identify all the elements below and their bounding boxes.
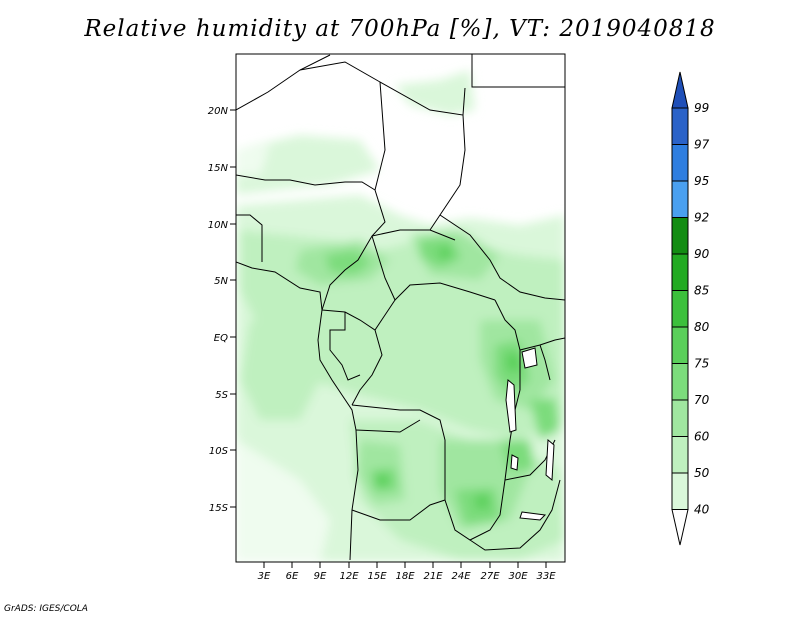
colorbar-segment bbox=[671, 436, 689, 474]
lat-label: 5S bbox=[215, 390, 228, 401]
lat-label: 10S bbox=[209, 446, 229, 457]
colorbar-label: 60 bbox=[694, 430, 710, 444]
lat-label: 10N bbox=[208, 220, 229, 231]
longitude-axis: 3E 6E 9E 12E 15E 18E 21E 24E 27E 30E 33E bbox=[258, 562, 556, 582]
lon-label: 6E bbox=[286, 571, 299, 582]
colorbar-segment bbox=[671, 180, 689, 218]
colorbar-label: 95 bbox=[694, 174, 709, 188]
colorbar-label: 70 bbox=[694, 393, 710, 407]
colorbar-label: 50 bbox=[694, 466, 710, 480]
colorbar-segment bbox=[671, 399, 689, 437]
colorbar-segment bbox=[671, 363, 689, 401]
colorbar-label: 90 bbox=[694, 247, 710, 261]
colorbar-label: 92 bbox=[694, 211, 709, 225]
lon-label: 27E bbox=[480, 571, 500, 582]
grads-credit: GrADS: IGES/COLA bbox=[4, 604, 88, 614]
colorbar-segment bbox=[671, 144, 689, 182]
map-title: Relative humidity at 700hPa [%], VT: 201… bbox=[84, 16, 716, 42]
lon-label: 21E bbox=[423, 571, 443, 582]
colorbar-label: 85 bbox=[694, 284, 709, 298]
colorbar-label: 75 bbox=[694, 357, 709, 371]
lon-label: 30E bbox=[508, 571, 528, 582]
colorbar-segment bbox=[671, 217, 689, 255]
colorbar-top-arrow bbox=[671, 71, 689, 109]
colorbar-segment bbox=[671, 253, 689, 291]
lakes bbox=[505, 347, 555, 521]
lat-label: 15N bbox=[208, 163, 229, 174]
colorbar-segment bbox=[671, 290, 689, 328]
colorbar-segment bbox=[671, 107, 689, 145]
lon-label: 12E bbox=[339, 571, 359, 582]
colorbar-bottom-arrow bbox=[671, 509, 689, 546]
lon-label: 9E bbox=[314, 571, 327, 582]
lon-label: 18E bbox=[395, 571, 415, 582]
lon-label: 33E bbox=[536, 571, 556, 582]
colorbar-segment bbox=[671, 326, 689, 364]
colorbar-segment bbox=[671, 472, 689, 510]
humidity-field bbox=[236, 54, 565, 562]
colorbar-label: 97 bbox=[694, 138, 710, 152]
map-frame bbox=[235, 53, 566, 563]
lat-label: 5N bbox=[214, 276, 228, 287]
colorbar-label: 40 bbox=[694, 503, 710, 517]
lon-label: 24E bbox=[451, 571, 471, 582]
lat-label: 15S bbox=[209, 503, 229, 514]
lat-label: EQ bbox=[214, 333, 228, 344]
lon-label: 15E bbox=[367, 571, 387, 582]
lat-label: 20N bbox=[208, 106, 229, 117]
country-boundaries bbox=[236, 54, 565, 561]
latitude-axis: 20N 15N 10N 5N EQ 5S 10S 15S bbox=[208, 106, 236, 514]
colorbar-label: 80 bbox=[694, 320, 710, 334]
lon-label: 3E bbox=[258, 571, 271, 582]
colorbar-label: 99 bbox=[694, 101, 709, 115]
colorbar: 99 97 95 92 90 85 80 75 70 60 50 40 bbox=[671, 71, 710, 546]
